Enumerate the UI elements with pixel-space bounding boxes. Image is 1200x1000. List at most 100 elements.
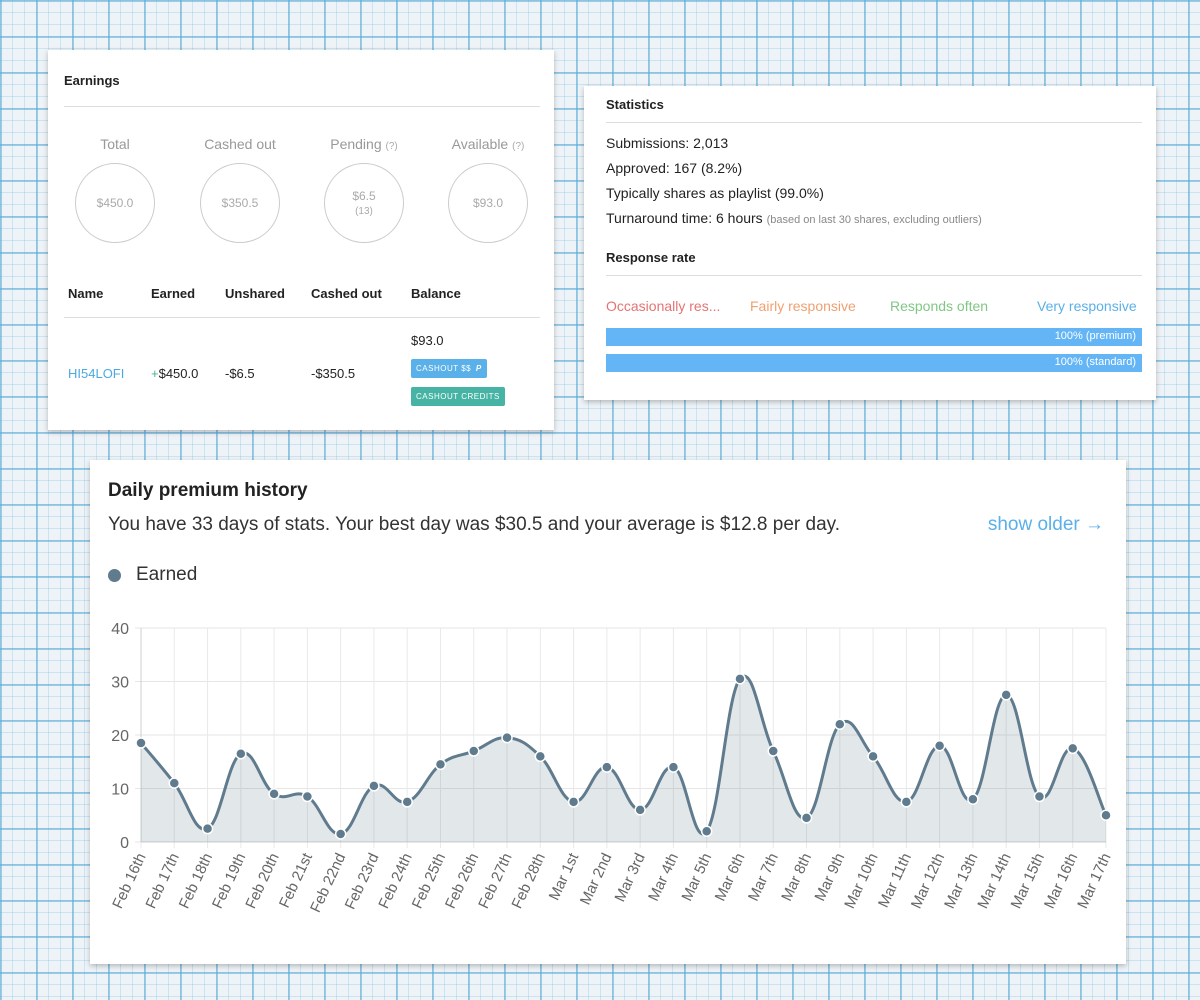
data-point [534, 750, 547, 763]
data-point [1100, 809, 1112, 821]
stat-cashed-out-circle: $350.5 [200, 163, 280, 243]
stat-pending-value: $6.5 [352, 189, 376, 203]
data-point [933, 739, 946, 752]
legend-label: Earned [136, 564, 198, 585]
legend-dot-icon [108, 568, 121, 582]
data-point [501, 731, 513, 744]
row-earned-value: $450.0 [158, 366, 199, 381]
stat-pending-label: Pending [330, 136, 382, 152]
divider [606, 122, 1142, 123]
col-header-balance: Balance [411, 286, 461, 301]
x-tick-label: Mar 1st [546, 850, 583, 903]
data-point [800, 812, 813, 824]
data-point [334, 828, 347, 840]
cashout-credits-button[interactable]: CASHOUT CREDITS [411, 387, 505, 406]
col-header-unshared: Unshared [225, 286, 285, 301]
earnings-title: Earnings [64, 73, 120, 88]
response-bar-premium: 100% (premium) [606, 328, 1142, 346]
data-point [767, 745, 779, 757]
stat-available: Available (?) $93.0 [433, 136, 543, 243]
row-cashed-out: -$350.5 [311, 366, 356, 381]
data-point [601, 761, 613, 773]
x-tick-label: Mar 9th [812, 851, 849, 904]
x-tick-label: Mar 4th [645, 851, 682, 904]
y-tick-label: 10 [111, 782, 129, 799]
data-point [268, 788, 280, 800]
data-point [1033, 790, 1046, 803]
x-tick-label: Mar 3rd [612, 851, 649, 905]
history-card: Daily premium history You have 33 days o… [90, 460, 1126, 964]
table-divider [64, 317, 540, 318]
y-tick-label: 30 [111, 675, 129, 692]
x-tick-label: Mar 2nd [577, 851, 616, 908]
response-label-fairly: Fairly responsive [750, 298, 856, 314]
data-point [1066, 742, 1079, 755]
stat-available-label: Available [451, 136, 509, 152]
response-bar-premium-label: 100% (premium) [1054, 330, 1136, 342]
col-header-cashed-out: Cashed out [311, 286, 382, 301]
stat-pending-count: (13) [355, 206, 373, 217]
approved-line: Approved: 167 (8.2%) [606, 160, 743, 176]
response-label-very: Very responsive [1037, 298, 1137, 314]
stat-available-circle: $93.0 [448, 163, 528, 243]
stat-available-help-icon[interactable]: (?) [512, 141, 525, 152]
chart-legend[interactable]: Earned [108, 564, 197, 586]
col-header-name: Name [68, 286, 104, 301]
data-point [967, 793, 979, 805]
turnaround-value: Turnaround time: 6 hours [606, 210, 763, 226]
paypal-icon: P [475, 364, 482, 373]
stat-cashed-out-label: Cashed out [204, 136, 276, 152]
cashout-button-label: CASHOUT $$ [416, 364, 472, 373]
response-label-often: Responds often [890, 298, 989, 314]
statistics-card: Statistics Submissions: 2,013 Approved: … [584, 86, 1156, 400]
data-point [1000, 689, 1012, 701]
data-point [567, 796, 580, 808]
x-tick-label: Mar 8th [778, 851, 815, 904]
earnings-card: Earnings Total $450.0 Cashed out $350.5 … [48, 50, 554, 430]
x-tick-label: Mar 6th [712, 851, 749, 904]
row-balance: $93.0 [411, 333, 444, 348]
y-tick-label: 40 [111, 621, 129, 638]
row-unshared: -$6.5 [225, 366, 255, 381]
data-point [201, 822, 214, 835]
turnaround-line: Turnaround time: 6 hours (based on last … [606, 210, 982, 226]
data-point [634, 804, 646, 816]
stat-pending-circle: $6.5 (13) [324, 163, 404, 243]
row-name-link[interactable]: HI54LOFI [68, 366, 125, 381]
response-rate-title: Response rate [606, 250, 696, 265]
playlist-share-line: Typically shares as playlist (99.0%) [606, 185, 824, 201]
stat-cashed-out-value: $350.5 [221, 196, 259, 210]
data-point [667, 761, 680, 773]
data-point [368, 780, 380, 792]
data-point [468, 745, 480, 757]
data-point [168, 777, 181, 789]
divider [606, 275, 1142, 276]
divider [64, 106, 540, 107]
statistics-title: Statistics [606, 97, 664, 112]
cashout-button[interactable]: CASHOUT $$ P [411, 359, 487, 378]
response-bar-standard-label: 100% (standard) [1054, 356, 1136, 368]
col-header-earned: Earned [151, 286, 196, 301]
stat-pending-help-icon[interactable]: (?) [385, 141, 398, 152]
data-point [734, 673, 746, 685]
y-tick-label: 20 [111, 728, 129, 745]
response-bar-standard: 100% (standard) [606, 354, 1142, 372]
data-point [834, 718, 846, 731]
x-tick-label: Mar 5th [678, 851, 715, 904]
show-older-link[interactable]: show older → [987, 514, 1104, 535]
y-tick-label: 0 [120, 835, 129, 852]
stat-total-value: $450.0 [96, 196, 134, 210]
data-point [900, 796, 913, 808]
stat-available-value: $93.0 [472, 196, 504, 210]
data-point [235, 747, 247, 760]
stat-total-label: Total [100, 136, 130, 152]
row-earned-sign: + [151, 366, 159, 381]
series-area [141, 676, 1106, 842]
stat-cashed-out: Cashed out $350.5 [185, 136, 295, 243]
data-point [135, 737, 147, 749]
x-tick-label: Mar 7th [745, 851, 782, 904]
response-label-occasionally: Occasionally res... [606, 298, 721, 314]
stat-total: Total $450.0 [60, 136, 170, 243]
history-summary: You have 33 days of stats. Your best day… [108, 514, 841, 535]
history-title: Daily premium history [108, 480, 308, 501]
